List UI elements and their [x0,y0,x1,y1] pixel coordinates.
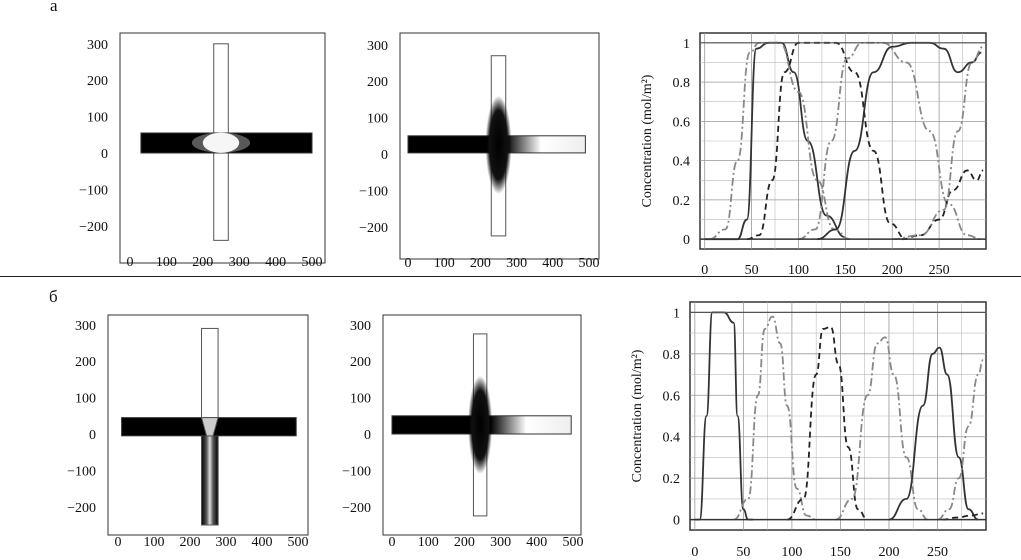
y-tick-label: −200 [342,501,371,516]
y-tick-label: 0.4 [663,431,681,446]
y-tick-label: 1 [673,306,680,321]
x-tick-label: 300 [216,535,237,550]
y-tick-label: 0 [364,428,371,443]
x-tick-label: 200 [470,256,491,271]
x-tick-label: 400 [265,255,286,270]
y-tick-label: 100 [75,392,96,407]
x-tick-label: 500 [579,256,600,271]
x-tick-label: 0 [127,255,134,270]
channel-neck [200,417,219,437]
y-tick-label: 0.2 [673,194,691,209]
y-tick-label: 100 [367,112,388,127]
y-tick-label: −100 [359,184,388,199]
y-tick-label: 200 [75,355,96,370]
y-tick-label: 0 [683,233,690,248]
y-tick-label: 300 [350,319,371,334]
x-tick-label: 300 [506,256,527,271]
y-tick-label: 0.2 [663,472,681,487]
x-tick-label: 100 [434,256,455,271]
vertical-channel-lower [201,435,219,526]
x-tick-label: 200 [180,535,201,550]
x-tick-label: 250 [929,263,950,278]
x-tick-label: 100 [144,535,165,550]
x-tick-label: 150 [830,545,851,560]
x-tick-label: 0 [389,535,396,550]
y-tick-label: 300 [367,39,388,54]
x-tick-label: 200 [454,535,475,550]
x-tick-label: 0 [691,545,698,560]
x-tick-label: 300 [490,535,511,550]
y-tick-label: 200 [367,75,388,90]
x-tick-label: 500 [302,255,323,270]
x-tick-label: 200 [878,545,899,560]
x-tick-label: 250 [927,545,948,560]
x-tick-label: 200 [882,263,903,278]
x-tick-label: 100 [788,263,809,278]
y-tick-label: 300 [75,319,96,334]
y-tick-label: 0.8 [663,348,681,363]
x-tick-label: 500 [288,535,309,550]
y-tick-label: −100 [342,464,371,479]
y-tick-label: −100 [67,464,96,479]
x-tick-label: 400 [526,535,547,550]
series-line [746,41,907,241]
y-tick-label: 1 [683,37,690,52]
y-tick-label: 0.4 [673,155,691,170]
series-line [892,45,984,241]
y-tick-label: 0 [673,514,680,529]
y-tick-label: 0 [89,428,96,443]
concentration-blob [468,375,493,475]
y-tick-label: 0.8 [673,76,691,91]
series-line [888,346,979,521]
x-tick-label: 50 [745,263,759,278]
y-axis-label: Concentration (mol/m²) [640,74,655,207]
y-tick-label: 0 [381,148,388,163]
series-line [694,311,754,521]
y-tick-label: 200 [350,355,371,370]
x-tick-label: 300 [229,255,250,270]
x-tick-label: 100 [418,535,439,550]
concentration-blob [485,95,512,195]
x-tick-label: 0 [115,535,122,550]
panel-divider [0,276,1021,277]
x-tick-label: 100 [156,255,177,270]
x-tick-label: 500 [563,535,584,550]
panel-label-a: a [50,0,58,15]
y-axis-label: Concentration (mol/m²) [630,349,645,482]
y-tick-label: −100 [79,183,108,198]
x-tick-label: 100 [781,545,802,560]
panel-label-b: б [49,287,58,306]
series-line [733,315,817,521]
y-tick-label: 0.6 [673,115,691,130]
y-tick-label: 200 [87,74,108,89]
y-tick-label: 0 [101,147,108,162]
x-tick-label: 50 [736,545,750,560]
y-tick-label: −200 [359,221,388,236]
y-tick-label: −200 [67,501,96,516]
x-tick-label: 200 [192,255,213,270]
x-tick-label: 0 [701,263,708,278]
y-tick-label: 100 [350,392,371,407]
x-tick-label: 0 [405,256,412,271]
series-line [835,336,928,521]
x-tick-label: 400 [252,535,273,550]
y-tick-label: 100 [87,111,108,126]
intersection-white-zone [202,132,240,153]
x-tick-label: 400 [542,256,563,271]
series-line [937,359,984,521]
series-line [942,512,984,521]
x-tick-label: 150 [835,263,856,278]
intersection-fade [191,132,251,153]
y-tick-label: 0.6 [663,389,681,404]
y-tick-label: 300 [87,38,108,53]
y-tick-label: −200 [79,220,108,235]
series-line [786,325,868,521]
